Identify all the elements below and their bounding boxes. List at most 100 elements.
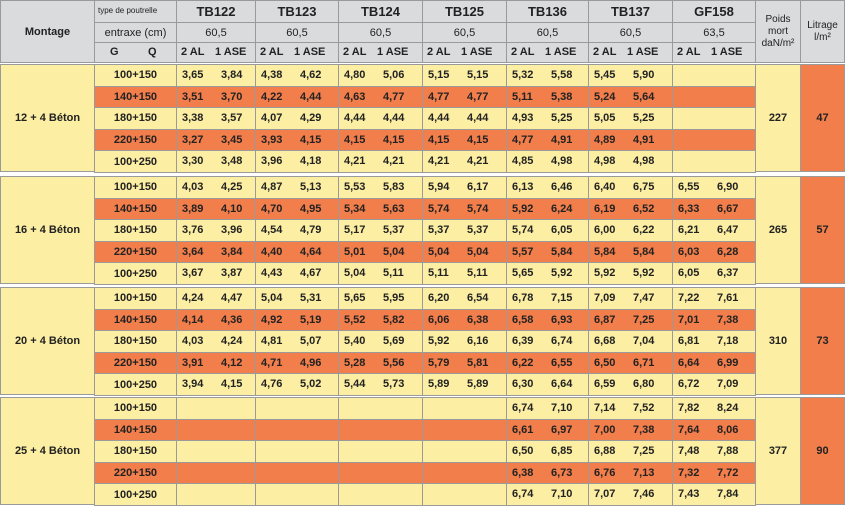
column-entraxe: 60,5 (506, 22, 589, 43)
load-cell: 180+150 (94, 440, 177, 463)
sub-label: 2 AL (511, 46, 535, 58)
value: 6,55 (551, 356, 573, 369)
value: 7,09 (717, 378, 739, 391)
value: 3,65 (182, 69, 204, 81)
poids-header: Poids mort daN/m² (755, 0, 801, 63)
value: 5,37 (428, 224, 450, 237)
value: 4,22 (261, 90, 283, 103)
value: 3,87 (221, 267, 243, 280)
value: 7,10 (551, 488, 573, 501)
value: 5,74 (467, 202, 489, 215)
value: 7,32 (678, 466, 700, 479)
value: 6,99 (717, 356, 739, 369)
value: 3,38 (182, 112, 204, 125)
g-label: G (110, 46, 119, 58)
value: 5,04 (467, 245, 489, 258)
value: 3,30 (182, 155, 204, 168)
value-cell (422, 440, 507, 463)
value: 5,02 (300, 378, 322, 391)
value: 4,70 (261, 202, 283, 215)
value: 7,01 (678, 313, 700, 326)
value: 6,20 (428, 292, 450, 304)
value: 5,65 (512, 267, 534, 280)
value: 4,93 (512, 112, 534, 125)
value: 4,21 (383, 155, 405, 168)
value-cell (255, 461, 339, 485)
column-name: TB122 (176, 0, 256, 23)
value: 3,64 (182, 245, 204, 258)
value: 4,63 (344, 90, 366, 103)
value: 5,82 (383, 313, 405, 326)
load-cell: 220+150 (94, 240, 177, 264)
value: 6,52 (633, 202, 655, 215)
sub-label: 2 AL (260, 46, 284, 58)
value: 6,06 (428, 313, 450, 326)
value: 7,84 (717, 488, 739, 501)
column-name: TB123 (255, 0, 339, 23)
value-cell (422, 461, 507, 485)
load-cell: 140+150 (94, 418, 177, 442)
value: 4,89 (594, 133, 616, 146)
sub-label: 2 AL (343, 46, 367, 58)
sub-label: 1 ASE (711, 46, 743, 58)
value: 6,21 (678, 224, 700, 237)
value: 4,85 (512, 155, 534, 168)
value: 6,54 (467, 292, 489, 304)
value-cell (422, 483, 507, 506)
value: 7,15 (551, 292, 573, 304)
value-cell (255, 483, 339, 506)
value: 5,32 (512, 69, 534, 81)
value: 5,92 (633, 267, 655, 280)
value: 5,84 (594, 245, 616, 258)
value: 5,90 (633, 69, 655, 81)
sub-label: 1 ASE (545, 46, 577, 58)
column-entraxe: 60,5 (588, 22, 673, 43)
value: 6,64 (551, 378, 573, 391)
load-cell: 100+250 (94, 262, 177, 285)
column-entraxe: 60,5 (422, 22, 507, 43)
poids-cell: 310 (755, 287, 801, 395)
value: 4,07 (261, 112, 283, 125)
litrage-cell: 73 (800, 287, 845, 395)
value: 4,15 (221, 378, 243, 391)
value: 6,16 (467, 335, 489, 348)
value: 6,55 (678, 181, 700, 193)
value: 5,92 (512, 202, 534, 215)
value: 5,07 (300, 335, 322, 348)
value: 4,15 (300, 133, 322, 146)
value: 6,78 (512, 292, 534, 304)
montage-cell: 16 + 4 Béton (0, 176, 95, 284)
value-cell (672, 150, 756, 173)
value: 4,77 (383, 90, 405, 103)
value: 5,57 (512, 245, 534, 258)
load-cell: 140+150 (94, 85, 177, 109)
value: 4,44 (428, 112, 450, 125)
value: 5,38 (551, 90, 573, 103)
entraxe-header: entraxe (cm) (94, 22, 177, 43)
value: 6,22 (512, 356, 534, 369)
value: 5,19 (300, 313, 322, 326)
value: 5,53 (344, 181, 366, 193)
value: 5,84 (551, 245, 573, 258)
value-cell (255, 397, 339, 420)
value: 3,96 (221, 224, 243, 237)
value: 3,84 (221, 69, 243, 81)
value-cell (176, 461, 256, 485)
value: 4,44 (344, 112, 366, 125)
load-cell: 180+150 (94, 330, 177, 353)
montage-cell: 12 + 4 Béton (0, 64, 95, 172)
value: 3,70 (221, 90, 243, 103)
value: 4,03 (182, 335, 204, 348)
value: 6,74 (512, 402, 534, 414)
value: 6,74 (512, 488, 534, 501)
value: 4,77 (512, 133, 534, 146)
load-cell: 100+250 (94, 150, 177, 173)
value: 6,38 (512, 466, 534, 479)
load-cell: 220+150 (94, 461, 177, 485)
value: 4,21 (428, 155, 450, 168)
value: 4,44 (300, 90, 322, 103)
value: 5,04 (383, 245, 405, 258)
value: 5,06 (383, 69, 405, 81)
value: 5,13 (300, 181, 322, 193)
column-name: TB137 (588, 0, 673, 23)
